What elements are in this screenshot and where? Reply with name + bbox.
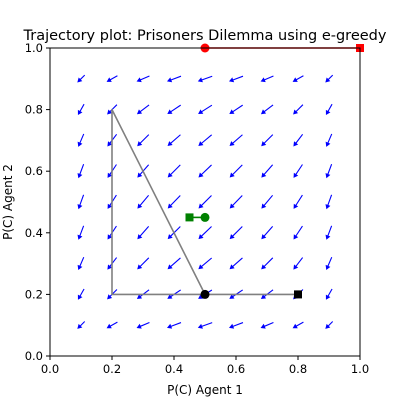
quiver-arrow [229, 257, 243, 270]
quiver-arrow [260, 321, 274, 329]
quiver-arrow [325, 133, 333, 147]
quiver-arrow [137, 194, 150, 209]
quiver-arrow [293, 164, 303, 178]
quiver-arrow [197, 75, 213, 83]
quiver-arrow [136, 321, 150, 329]
x-tick-label: 0.0 [41, 362, 59, 376]
quiver-arrow [292, 321, 304, 329]
quiver-arrow [77, 321, 86, 329]
x-axis-ticks: 0.0 0.2 0.4 0.6 0.8 1.0 [41, 356, 369, 376]
quiver-arrow [77, 74, 86, 83]
trajectory-end-circle-marker [200, 212, 210, 222]
quiver-arrow [261, 257, 274, 270]
quiver-arrow [166, 322, 182, 329]
quiver-arrow [77, 103, 85, 116]
quiver-arrow [166, 75, 182, 83]
quiver-arrow [106, 75, 118, 82]
trajectory-start-square-marker [185, 213, 194, 222]
y-tick-label: 0.4 [25, 226, 43, 240]
quiver-arrow [325, 225, 333, 240]
quiver-arrow [136, 104, 150, 115]
quiver-arrow [198, 104, 213, 115]
quiver-arrow [325, 256, 333, 271]
x-axis-label: P(C) Agent 1 [167, 383, 243, 397]
quiver-arrow [260, 104, 274, 115]
quiver-arrow [228, 322, 244, 329]
quiver-arrow [77, 256, 85, 271]
quiver-arrow [229, 195, 243, 209]
quiver-arrow [137, 257, 150, 270]
quiver-arrow [293, 225, 303, 240]
y-tick-label: 0.0 [25, 349, 43, 363]
quiver-arrow [261, 164, 274, 178]
trajectory-line [111, 108, 298, 296]
quiver-arrow [167, 104, 181, 115]
quiver-arrow [228, 75, 244, 83]
quiver-arrow [293, 134, 304, 147]
quiver-arrow [293, 257, 304, 270]
y-axis-ticks: 0.0 0.2 0.4 0.6 0.8 1.0 [25, 41, 50, 363]
quiver-arrow [167, 134, 181, 147]
quiver-arrow [106, 321, 118, 329]
quiver-arrow [197, 322, 213, 329]
quiver-arrow [229, 226, 243, 240]
quiver-arrow [167, 257, 181, 270]
trajectory-end-circle-marker [200, 289, 210, 299]
quiver-arrow [261, 194, 274, 209]
x-tick-label: 0.4 [165, 362, 183, 376]
x-tick-label: 1.0 [351, 362, 369, 376]
x-tick-label: 0.2 [103, 362, 121, 376]
x-tick-label: 0.8 [289, 362, 307, 376]
y-tick-label: 0.8 [25, 103, 43, 117]
quiver-arrow [77, 194, 85, 210]
quiver-arrow [292, 75, 304, 82]
quiver-arrow [77, 164, 85, 179]
x-tick-label: 0.6 [227, 362, 245, 376]
quiver-arrow [261, 134, 274, 147]
quiver-arrow [167, 195, 181, 209]
y-tick-label: 0.2 [25, 287, 43, 301]
quiver-arrow [77, 133, 85, 147]
quiver-arrow [137, 225, 150, 240]
quiver-arrow [198, 195, 212, 209]
quiver-arrow [325, 194, 333, 210]
trajectory-start-square-marker [294, 290, 302, 299]
quiver-arrow [293, 104, 304, 115]
quiver-arrow [136, 75, 150, 83]
quiver-arrow [261, 225, 274, 240]
y-axis-label: P(C) Agent 2 [1, 164, 15, 240]
quiver-arrow [293, 194, 303, 209]
quiver-arrow [325, 103, 333, 116]
quiver-arrow [325, 321, 334, 329]
quiver-arrow [325, 74, 334, 83]
quiver-arrow [229, 164, 243, 178]
quiver-arrow [198, 257, 213, 270]
plot-frame [49, 47, 361, 357]
quiver-arrow [77, 225, 85, 240]
quiver-arrow [229, 104, 243, 115]
quiver-arrow [198, 164, 212, 178]
quiver-arrow [325, 164, 333, 179]
chart-title: Trajectory plot: Prisoners Dilemma using… [23, 28, 387, 44]
quiver-arrow [167, 164, 181, 178]
quiver-arrow [325, 288, 333, 300]
quiver-arrow [229, 134, 243, 147]
y-tick-label: 0.6 [25, 164, 43, 178]
quiver-arrow [260, 75, 274, 83]
quiver-arrow [137, 134, 150, 147]
quiver-arrow [198, 134, 213, 146]
quiver-arrow [198, 226, 212, 240]
y-tick-label: 1.0 [25, 41, 43, 55]
quiver-arrow [77, 288, 85, 300]
